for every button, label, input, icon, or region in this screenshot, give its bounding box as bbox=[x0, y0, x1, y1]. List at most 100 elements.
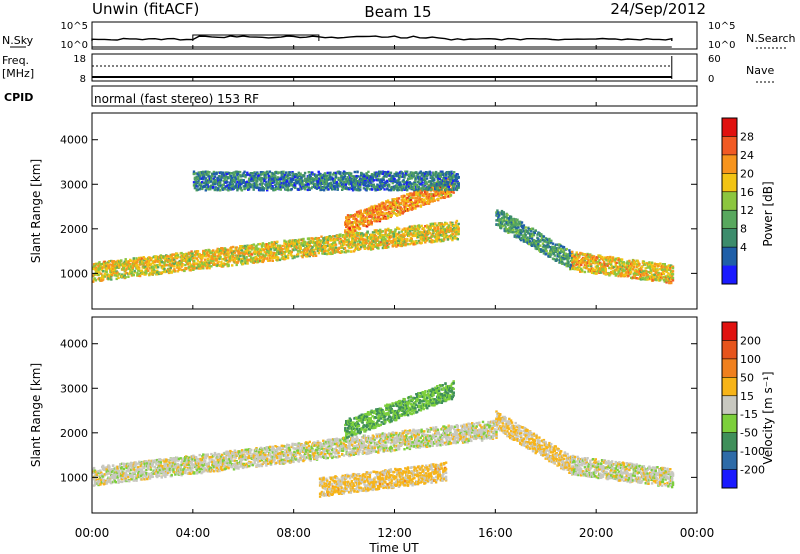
echo-cell bbox=[319, 243, 322, 246]
echo-cell bbox=[535, 239, 538, 243]
echo-cell bbox=[523, 236, 526, 239]
echo-cell bbox=[257, 247, 260, 250]
echo-cell bbox=[288, 239, 292, 242]
echo-cell bbox=[237, 172, 240, 175]
echo-cell bbox=[342, 242, 346, 245]
echo-cell bbox=[359, 241, 362, 244]
echo-cell bbox=[346, 234, 349, 237]
echo-cell bbox=[220, 187, 224, 190]
echo-cell bbox=[572, 263, 576, 266]
echo-cell bbox=[669, 268, 672, 271]
echo-cell bbox=[400, 230, 404, 233]
echo-cell bbox=[286, 188, 290, 191]
echo-cell bbox=[238, 184, 242, 187]
echo-cell bbox=[210, 178, 213, 181]
echo-cell bbox=[550, 245, 554, 249]
echo-cell bbox=[248, 177, 252, 181]
echo-cell bbox=[258, 178, 262, 181]
echo-cell bbox=[297, 241, 301, 244]
echo-cell bbox=[635, 265, 638, 269]
echo-cell bbox=[387, 236, 390, 239]
echo-cell bbox=[370, 233, 373, 237]
echo-cell bbox=[618, 270, 621, 273]
echo-cell bbox=[345, 216, 348, 219]
echo-cell bbox=[552, 251, 556, 255]
echo-cell bbox=[452, 182, 455, 185]
echo-cell bbox=[198, 252, 201, 256]
echo-cell bbox=[290, 250, 293, 254]
echo-cell bbox=[503, 215, 506, 219]
echo-cell bbox=[453, 237, 457, 240]
echo-cell bbox=[354, 225, 357, 229]
echo-cell bbox=[369, 241, 372, 244]
echo-cell bbox=[385, 246, 388, 249]
echo-cell bbox=[529, 234, 532, 237]
echo-cell bbox=[236, 173, 239, 177]
echo-cell bbox=[220, 249, 223, 253]
echo-cell bbox=[365, 217, 369, 220]
echo-cell bbox=[351, 245, 354, 248]
echo-cell bbox=[246, 248, 249, 251]
echo-cell bbox=[374, 241, 377, 244]
echo-cell bbox=[453, 224, 456, 228]
echo-cell bbox=[177, 265, 181, 268]
echo-cell bbox=[541, 242, 545, 245]
echo-cell bbox=[554, 243, 557, 246]
echo-cell bbox=[266, 189, 269, 192]
echo-cell bbox=[388, 242, 391, 246]
echo-cell bbox=[222, 247, 225, 251]
echo-cell bbox=[387, 227, 390, 231]
echo-cell bbox=[571, 250, 574, 254]
echo-cell bbox=[267, 184, 271, 187]
echo-cell bbox=[425, 226, 429, 229]
echo-cell bbox=[105, 270, 108, 273]
echo-cell bbox=[365, 213, 369, 216]
echo-cell bbox=[173, 268, 176, 271]
echo-cell bbox=[376, 209, 379, 212]
echo-cell bbox=[218, 175, 221, 178]
echo-cell bbox=[166, 264, 169, 267]
echo-cell bbox=[640, 275, 643, 278]
echo-cell bbox=[562, 251, 566, 254]
echo-cell bbox=[155, 259, 158, 262]
echo-cell bbox=[253, 252, 256, 256]
echo-cell bbox=[331, 243, 334, 246]
echo-cell bbox=[353, 227, 356, 231]
echo-cell bbox=[417, 195, 420, 198]
echo-cell bbox=[251, 172, 254, 175]
echo-cell bbox=[509, 221, 512, 224]
echo-cell bbox=[670, 281, 673, 285]
echo-cell bbox=[143, 259, 146, 262]
echo-cell bbox=[234, 184, 237, 187]
echo-cell bbox=[333, 241, 337, 244]
echo-cell bbox=[409, 198, 413, 202]
echo-cell bbox=[93, 268, 97, 271]
echo-cell bbox=[536, 233, 539, 236]
echo-cell bbox=[402, 203, 405, 207]
echo-cell bbox=[297, 246, 301, 250]
echo-cell bbox=[506, 213, 509, 217]
echo-cell bbox=[608, 266, 611, 270]
echo-cell bbox=[286, 248, 290, 251]
echo-cell bbox=[136, 260, 139, 264]
echo-cell bbox=[386, 217, 390, 220]
echo-cell bbox=[510, 225, 514, 228]
echo-cell bbox=[271, 173, 274, 177]
echo-cell bbox=[115, 277, 118, 281]
echo-cell bbox=[530, 235, 534, 238]
echo-cell bbox=[434, 226, 437, 230]
echo-cell bbox=[110, 268, 113, 271]
echo-cell bbox=[170, 254, 173, 258]
echo-cell bbox=[575, 251, 578, 254]
echo-cell bbox=[412, 192, 415, 195]
echo-cell bbox=[212, 257, 215, 261]
echo-cell bbox=[618, 262, 621, 265]
echo-cell bbox=[652, 275, 656, 279]
echo-cell bbox=[576, 263, 579, 266]
echo-cell bbox=[243, 257, 246, 260]
echo-cell bbox=[518, 235, 521, 239]
echo-cell bbox=[283, 252, 286, 255]
echo-cell bbox=[273, 172, 276, 176]
echo-cell bbox=[496, 209, 499, 212]
echo-cell bbox=[449, 230, 452, 233]
